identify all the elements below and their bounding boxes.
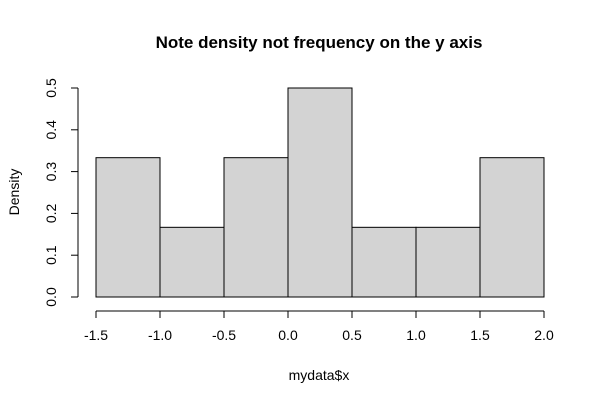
x-axis-label: mydata$x [289,367,350,383]
y-tick-label: 0.0 [43,287,59,307]
x-tick-label: 0.0 [278,327,298,343]
y-tick-label: 0.1 [43,245,59,265]
histogram-bar-6 [479,157,545,298]
x-tick-label: -1.0 [148,327,172,343]
y-tick-label: 0.3 [43,162,59,182]
y-axis-label: Density [6,169,22,216]
x-tick-label: 0.5 [342,327,362,343]
histogram-bar-2 [223,157,289,298]
x-tick-label: -1.5 [84,327,108,343]
histogram-bar-0 [95,157,161,298]
y-tick-label: 0.5 [43,78,59,98]
bars-group [95,87,545,298]
x-axis: -1.5 -1.0 -0.5 0.0 0.5 1.0 1.5 2.0 [84,310,554,343]
histogram-bar-3 [287,87,353,298]
y-tick-label: 0.2 [43,203,59,223]
chart-title: Note density not frequency on the y axis [156,33,483,52]
histogram-bar-5 [415,226,481,298]
x-tick-label: -0.5 [212,327,236,343]
x-tick-label: 2.0 [534,327,554,343]
y-axis: 0.0 0.1 0.2 0.3 0.4 0.5 [43,78,79,307]
x-tick-label: 1.0 [406,327,426,343]
histogram-bar-4 [351,226,417,298]
x-tick-label: 1.5 [470,327,490,343]
histogram-bar-1 [159,226,225,298]
y-tick-label: 0.4 [43,120,59,140]
